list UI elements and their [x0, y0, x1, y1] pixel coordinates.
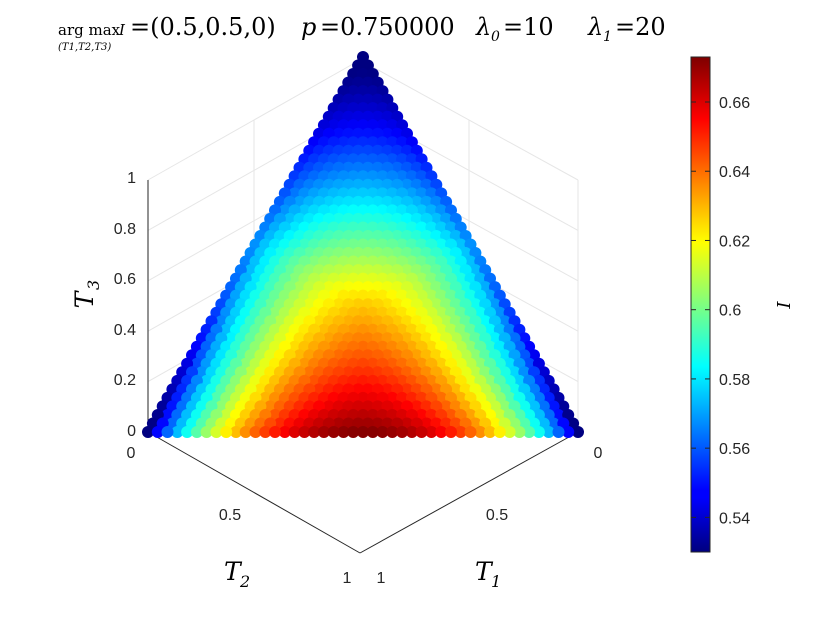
scatter-point: [425, 426, 438, 438]
z-axis-ticks: 0 0.2 0.4 0.6 0.8 1: [114, 170, 136, 440]
scatter-point: [445, 426, 457, 438]
scatter-point: [405, 426, 418, 438]
scatter-point: [249, 426, 262, 438]
scatter-point: [190, 426, 203, 438]
scatter-point: [230, 426, 242, 438]
scatter-point: [161, 426, 174, 438]
scatter-point: [220, 426, 233, 438]
colorbar: 0.54 0.56 0.58 0.6 0.62 0.64 0.66 I: [690, 56, 795, 553]
scatter-point: [552, 426, 565, 438]
scatter-point: [415, 426, 428, 438]
scatter-point: [317, 426, 330, 438]
t2-tick-0: 0: [127, 445, 136, 462]
scatter-points: [142, 51, 584, 438]
colorbar-tick-label: 0.58: [719, 372, 750, 389]
scatter-point: [298, 426, 311, 438]
scatter-point: [386, 426, 399, 438]
scatter-point: [337, 426, 350, 438]
colorbar-tick-label: 0.56: [719, 441, 750, 458]
scatter-point: [200, 426, 213, 438]
t1-axis-label: T 1: [475, 557, 501, 591]
scatter-point: [259, 426, 272, 438]
scatter-point: [151, 426, 164, 438]
scatter-point: [523, 426, 536, 438]
t2-axis-line: [147, 431, 361, 554]
t2-axis-label: T 2: [224, 557, 250, 591]
title-lambda0-symbol: λ: [475, 13, 491, 41]
scatter-point: [288, 426, 301, 438]
scatter-point: [210, 426, 223, 438]
title-argmax-value: =(0.5,0.5,0): [130, 13, 276, 41]
scatter-point: [278, 426, 291, 438]
colorbar-tick-label: 0.64: [719, 164, 750, 181]
scatter-point: [327, 426, 340, 438]
t2-axis-ticks: 0 0.5 1: [127, 445, 352, 587]
scatter-point: [572, 426, 584, 438]
title-lambda0-sub: 0: [491, 29, 500, 45]
scatter-point: [464, 426, 477, 438]
title-p-value: =0.750000: [320, 13, 455, 41]
colorbar-tick-label: 0.6: [719, 303, 741, 320]
colorbar-label: I: [774, 301, 795, 310]
title-argmax-var: I: [118, 21, 126, 39]
scatter-point: [532, 426, 545, 438]
scatter-point: [493, 426, 506, 438]
z-tick-0: 0: [127, 423, 136, 440]
z-axis-label-sub: 3: [84, 280, 103, 290]
t2-tick-1: 0.5: [219, 507, 241, 524]
t1-axis-label-text: T: [475, 557, 494, 586]
axes-lines: [147, 180, 579, 554]
title-lambda1-symbol: λ: [587, 13, 603, 41]
scatter-point: [269, 426, 281, 438]
scatter-point: [142, 426, 154, 438]
scatter-point: [562, 426, 575, 438]
title-argmax-prefix: arg max: [58, 21, 121, 39]
t1-axis-ticks: 0 0.5 1: [377, 445, 603, 587]
z-tick-3: 0.6: [114, 271, 136, 288]
t2-tick-2: 1: [343, 570, 352, 587]
t1-tick-2: 1: [377, 570, 386, 587]
scatter-point: [308, 426, 321, 438]
t2-axis-label-sub: 2: [239, 572, 250, 591]
scatter-point: [503, 426, 516, 438]
title-lambda1-sub: 1: [603, 29, 612, 45]
scatter-point: [454, 426, 467, 438]
scatter-point: [376, 426, 389, 438]
scatter-point: [542, 426, 555, 438]
z-axis-label-text: T: [70, 289, 99, 308]
z-tick-1: 0.2: [114, 372, 136, 389]
t1-tick-0: 0: [594, 445, 603, 462]
z-tick-5: 1: [127, 170, 136, 187]
t1-tick-1: 0.5: [486, 507, 508, 524]
scatter-point: [357, 426, 369, 438]
t1-axis-line: [359, 431, 579, 554]
scatter-point: [181, 426, 194, 438]
title-lambda0-value: =10: [503, 13, 554, 41]
scatter-point: [171, 426, 184, 438]
title-p-symbol: p: [301, 13, 316, 41]
z-axis-label: T 3: [70, 280, 103, 309]
scatter-point: [347, 426, 360, 438]
scatter-point: [435, 426, 448, 438]
scatter-point: [474, 426, 487, 438]
colorbar-tick-label: 0.66: [719, 95, 750, 112]
title-lambda1-value: =20: [615, 13, 666, 41]
scatter-point: [366, 426, 379, 438]
scatter-point: [396, 426, 409, 438]
z-tick-2: 0.4: [114, 322, 136, 339]
colorbar-tick-label: 0.54: [719, 510, 750, 527]
colorbar-gradient: [690, 56, 711, 553]
scatter-point: [484, 426, 496, 438]
t1-axis-label-sub: 1: [491, 572, 501, 591]
chart-title: arg max I (T1,T2,T3) =(0.5,0.5,0) p =0.7…: [58, 13, 666, 53]
title-argmax-sub: (T1,T2,T3): [58, 42, 111, 53]
z-tick-4: 0.8: [114, 221, 136, 238]
colorbar-tick-label: 0.62: [719, 233, 750, 250]
t2-axis-label-text: T: [224, 557, 243, 586]
colorbar-ticks: 0.54 0.56 0.58 0.6 0.62 0.64 0.66: [691, 95, 750, 527]
scatter-point: [513, 426, 526, 438]
scatter-point: [239, 426, 252, 438]
